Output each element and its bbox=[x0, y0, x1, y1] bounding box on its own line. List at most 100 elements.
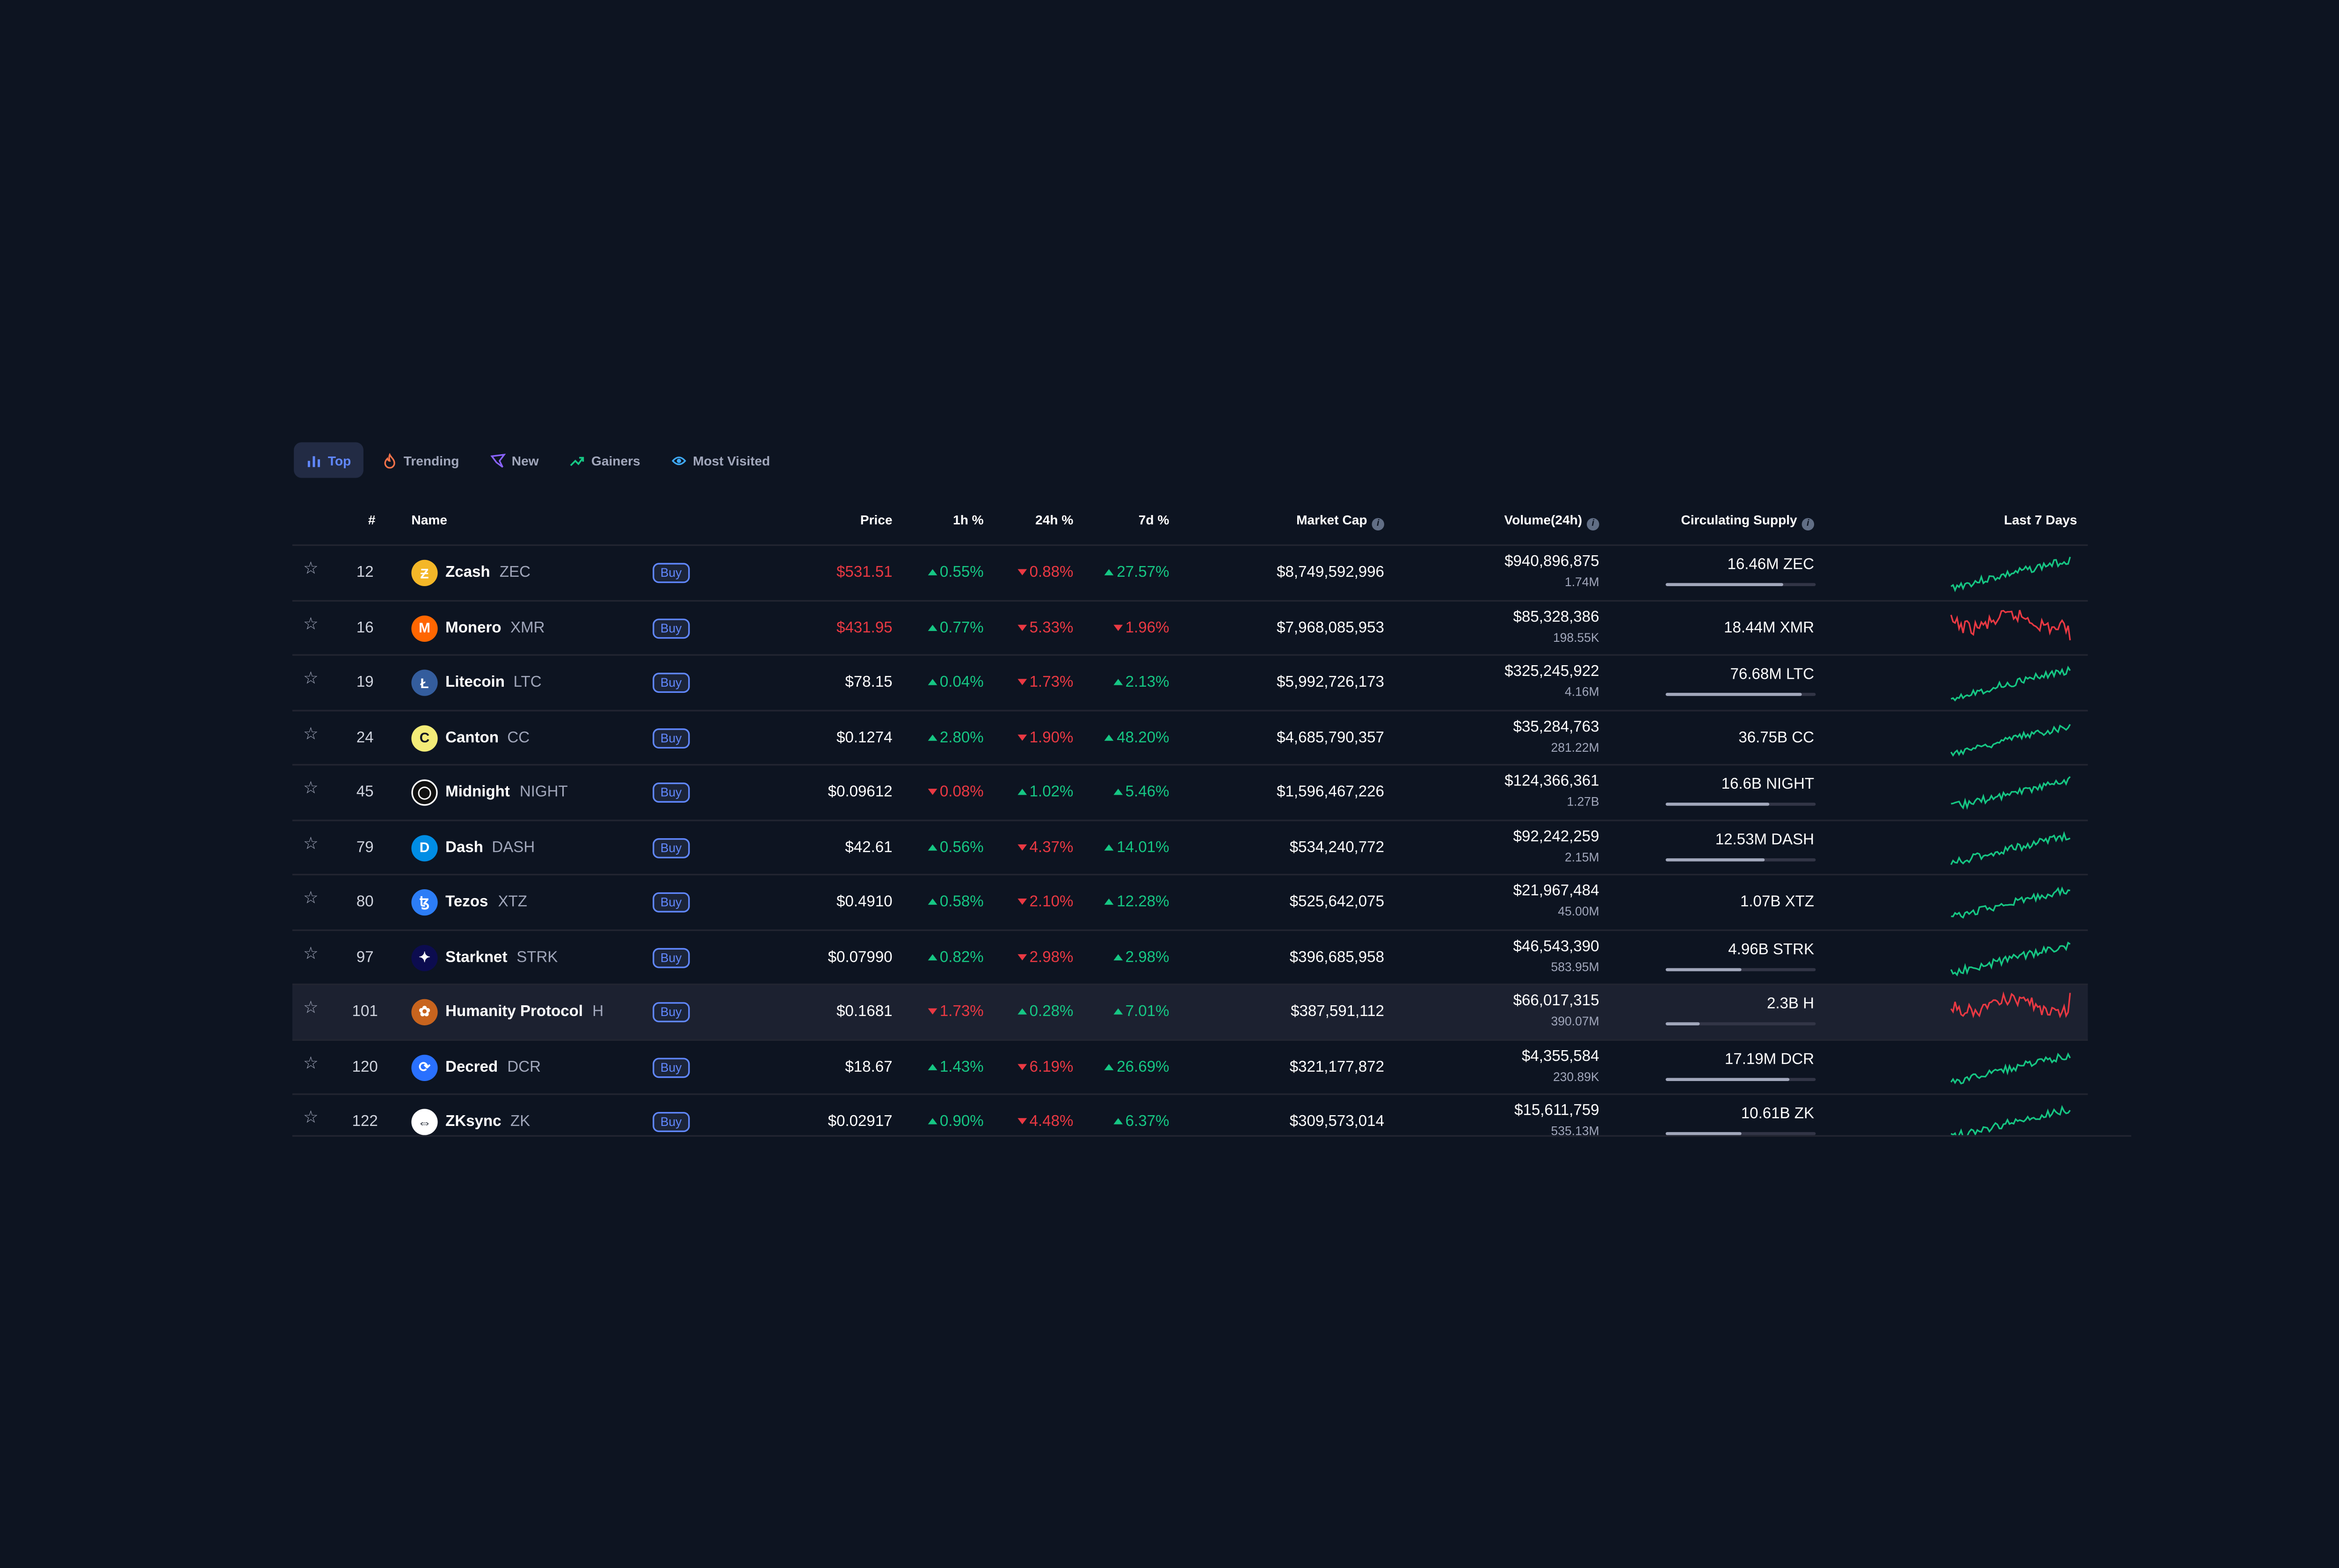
tab-trending[interactable]: Trending bbox=[370, 443, 472, 478]
supply-progress-fill bbox=[1665, 1022, 1700, 1025]
star-icon[interactable]: ☆ bbox=[303, 559, 319, 579]
change-24h: 2.98% bbox=[1017, 949, 1074, 965]
coin-name[interactable]: Humanity Protocol bbox=[445, 1003, 583, 1021]
coin-logo-icon: C bbox=[411, 724, 438, 751]
buy-button[interactable]: Buy bbox=[653, 947, 690, 967]
table-row[interactable]: ☆ 80 ꜩ Tezos XTZ Buy $0.4910 0.58% 2.10% 12.28% $5… bbox=[292, 873, 2088, 930]
coin-name[interactable]: Midnight bbox=[445, 784, 510, 801]
rank-cell: 16 bbox=[356, 619, 374, 637]
change-7d: 6.37% bbox=[1113, 1113, 1170, 1130]
star-icon[interactable]: ☆ bbox=[303, 834, 319, 853]
sparkline-path bbox=[1950, 609, 2071, 640]
coin-symbol: ZK bbox=[510, 1113, 530, 1131]
buy-button[interactable]: Buy bbox=[653, 563, 690, 583]
sparkline-path bbox=[1951, 886, 2070, 919]
price-cell: $0.4910 bbox=[836, 893, 893, 911]
info-icon[interactable]: i bbox=[1372, 518, 1384, 530]
table-row[interactable]: ☆ 45 ◯ Midnight NIGHT Buy $0.09612 0.08% 1.02% 5.… bbox=[292, 764, 2088, 820]
supply-cell: 76.68M LTC bbox=[1730, 666, 1815, 684]
table-row[interactable]: ☆ 24 C Canton CC Buy $0.1274 2.80% 1.90% 48.20% $4… bbox=[292, 709, 2088, 766]
coin-name[interactable]: Zcash bbox=[445, 564, 490, 582]
star-icon[interactable]: ☆ bbox=[303, 615, 319, 633]
buy-button[interactable]: Buy bbox=[653, 673, 690, 693]
volume-cell: $92,242,259 bbox=[1513, 828, 1599, 845]
table-row[interactable]: ☆ 79 D Dash DASH Buy $42.61 0.56% 4.37% 14.01% $53… bbox=[292, 819, 2088, 876]
change-1h: 1.73% bbox=[927, 1004, 984, 1021]
volume-cell: $46,543,390 bbox=[1513, 938, 1599, 955]
header-24h[interactable]: 24h % bbox=[1035, 512, 1074, 528]
tab-new[interactable]: New bbox=[478, 443, 551, 478]
header-volume[interactable]: Volume(24h) i bbox=[1504, 512, 1599, 530]
table-row[interactable]: ☆ 19 Ł Litecoin LTC Buy $78.15 0.04% 1.73% 2.13% $… bbox=[292, 654, 2088, 711]
sparkline-chart bbox=[1951, 666, 2071, 702]
coin-name[interactable]: Decred bbox=[445, 1059, 498, 1076]
coin-name[interactable]: Starknet bbox=[445, 949, 508, 966]
header-name[interactable]: Name bbox=[411, 512, 447, 528]
price-cell: $0.09612 bbox=[828, 784, 893, 801]
star-icon[interactable]: ☆ bbox=[303, 779, 319, 798]
change-1h: 0.56% bbox=[927, 839, 984, 856]
coin-name[interactable]: Tezos bbox=[445, 893, 488, 911]
price-cell: $531.51 bbox=[836, 564, 893, 582]
tab-gainers[interactable]: Gainers bbox=[557, 443, 653, 478]
coin-logo-icon: ◯ bbox=[411, 779, 438, 806]
header-market-cap-label: Market Cap bbox=[1296, 512, 1367, 528]
volume-cell: $124,366,361 bbox=[1504, 773, 1599, 791]
change-24h: 4.48% bbox=[1017, 1113, 1074, 1130]
buy-button[interactable]: Buy bbox=[653, 782, 690, 803]
buy-button[interactable]: Buy bbox=[653, 1057, 690, 1077]
header-rank[interactable]: # bbox=[368, 512, 376, 528]
tab-most-visited[interactable]: Most Visited bbox=[659, 443, 782, 478]
tab-top[interactable]: Top bbox=[294, 442, 363, 478]
header-volume-label: Volume(24h) bbox=[1504, 512, 1583, 528]
star-icon[interactable]: ☆ bbox=[303, 1054, 319, 1073]
buy-button[interactable]: Buy bbox=[653, 1002, 690, 1023]
info-icon[interactable]: i bbox=[1587, 518, 1599, 530]
header-supply[interactable]: Circulating Supply i bbox=[1681, 512, 1815, 530]
table-row[interactable]: ☆ 16 M Monero XMR Buy $431.95 0.77% 5.33% 1.96% $7… bbox=[292, 599, 2088, 656]
table-row[interactable]: ☆ 122 ⇔ ZKsync ZK Buy $0.02917 0.90% 4.48% 6.37% $… bbox=[292, 1093, 2088, 1135]
buy-button[interactable]: Buy bbox=[653, 892, 690, 913]
star-icon[interactable]: ☆ bbox=[303, 944, 319, 963]
supply-progress-fill bbox=[1665, 967, 1741, 971]
header-market-cap[interactable]: Market Cap i bbox=[1296, 512, 1384, 530]
coin-name[interactable]: Monero bbox=[445, 619, 501, 637]
coin-name[interactable]: Litecoin bbox=[445, 674, 505, 691]
rank-cell: 12 bbox=[356, 564, 374, 582]
sparkline-chart bbox=[1950, 723, 2071, 756]
info-icon[interactable]: i bbox=[1801, 518, 1815, 530]
table-row[interactable]: ☆ 101 ✿ Humanity Protocol H Buy $0.1681 1.73% 0.… bbox=[292, 983, 2088, 1040]
header-1h[interactable]: 1h % bbox=[953, 512, 984, 528]
buy-button[interactable]: Buy bbox=[653, 617, 690, 638]
price-cell: $0.1274 bbox=[836, 729, 893, 747]
coin-symbol: XMR bbox=[510, 619, 545, 637]
star-icon[interactable]: ☆ bbox=[303, 889, 319, 908]
supply-progress-fill bbox=[1665, 857, 1765, 861]
coin-name[interactable]: ZKsync bbox=[445, 1113, 501, 1131]
coin-name[interactable]: Dash bbox=[445, 839, 484, 856]
coin-name[interactable]: Canton bbox=[445, 729, 499, 747]
market-cap-cell: $4,685,790,357 bbox=[1277, 729, 1384, 747]
coin-logo-icon: Ł bbox=[411, 669, 438, 696]
star-icon[interactable]: ☆ bbox=[303, 724, 319, 743]
header-price[interactable]: Price bbox=[860, 512, 893, 528]
buy-button[interactable]: Buy bbox=[653, 1112, 690, 1132]
table-row[interactable]: ☆ 12 Ƶ Zcash ZEC Buy $531.51 0.55% 0.88% 27.57% $8… bbox=[292, 544, 2088, 601]
volume-cell: $35,284,763 bbox=[1513, 718, 1599, 736]
buy-button[interactable]: Buy bbox=[653, 837, 690, 858]
buy-button[interactable]: Buy bbox=[653, 727, 690, 748]
star-icon[interactable]: ☆ bbox=[303, 669, 319, 689]
header-7d[interactable]: 7d % bbox=[1138, 512, 1170, 528]
bar-chart-icon bbox=[306, 452, 322, 468]
star-icon[interactable]: ☆ bbox=[303, 999, 319, 1018]
table-row[interactable]: ☆ 97 ✦ Starknet STRK Buy $0.07990 0.82% 2.98% 2.9… bbox=[292, 929, 2088, 985]
change-7d: 7.01% bbox=[1113, 1004, 1170, 1021]
volume-coin-cell: 390.07M bbox=[1551, 1014, 1599, 1029]
star-icon[interactable]: ☆ bbox=[303, 1109, 319, 1128]
supply-progress-fill bbox=[1665, 693, 1802, 696]
volume-cell: $4,355,584 bbox=[1521, 1047, 1599, 1065]
change-1h: 0.82% bbox=[927, 949, 984, 965]
table-row[interactable]: ☆ 120 ⟳ Decred DCR Buy $18.67 1.43% 6.19% 26.69% $… bbox=[292, 1038, 2088, 1095]
price-cell: $0.02917 bbox=[828, 1113, 893, 1131]
sparkline-chart bbox=[1950, 991, 2071, 1019]
